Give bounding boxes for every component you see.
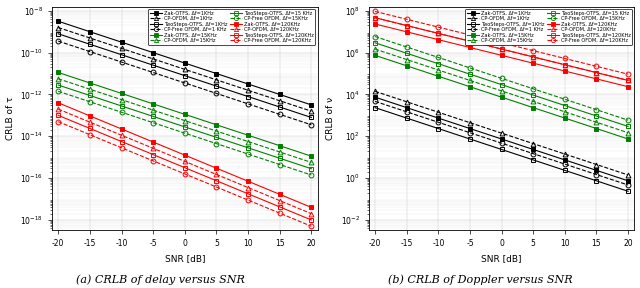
Legend: Zak-OTFS, Δf=1KHz, CP-OFDM, Δf=1KHz, TwoSteps-OTFS, Δf=1KHz, CP-Free OFDM, Δf=1 : Zak-OTFS, Δf=1KHz, CP-OFDM, Δf=1KHz, Two… <box>148 9 315 45</box>
Text: (b) CRLB of Doppler versus SNR: (b) CRLB of Doppler versus SNR <box>388 274 572 285</box>
Y-axis label: CRLB of ν: CRLB of ν <box>326 97 335 140</box>
Y-axis label: CRLB of τ: CRLB of τ <box>6 97 15 140</box>
X-axis label: SNR [dB]: SNR [dB] <box>481 254 522 263</box>
Legend: Zak-OTFS, Δf=1KHz, CP-OFDM, Δf=1KHz, TwoSteps-OTFS, Δf=1KHz, CP-Free OFDM, Δf=1 : Zak-OTFS, Δf=1KHz, CP-OFDM, Δf=1KHz, Two… <box>465 9 632 45</box>
Text: (a) CRLB of delay versus SNR: (a) CRLB of delay versus SNR <box>76 274 244 285</box>
X-axis label: SNR [dB]: SNR [dB] <box>164 254 205 263</box>
